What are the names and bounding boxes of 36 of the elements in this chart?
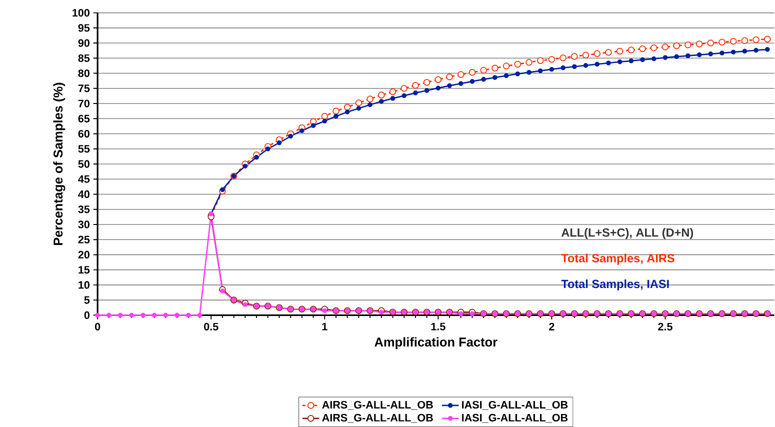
x-tick-label: 1 [322,322,328,330]
y-tick-label: 0 [84,311,90,319]
y-tick-label: 65 [78,114,90,122]
annotation: Total Samples, AIRS [561,254,674,265]
y-tick-label: 20 [78,250,90,259]
x-tick-label: 0.5 [204,322,218,330]
y-tick-label: 5 [84,296,90,304]
y-tick-label: 25 [78,236,90,244]
x-tick-label: 2.5 [658,322,672,330]
y-tick-label: 40 [78,190,90,198]
y-tick-label: 10 [78,281,90,289]
y-tick-label: 50 [78,160,90,168]
legend-label: IASI_G-ALL-ALL_OB [462,400,568,410]
y-tick-label: 75 [78,84,90,92]
x-tick-label: 1.5 [431,322,446,330]
y-tick-label: 80 [78,69,90,78]
y-tick-label: 70 [78,100,90,108]
y-tick-label: 95 [78,24,90,32]
annotation: Total Samples, IASI [561,279,669,290]
y-tick-label: 55 [78,145,90,153]
x-axis-title: Amplification Factor [374,337,498,350]
y-tick-label: 35 [78,206,90,214]
y-tick-label: 60 [78,130,90,138]
y-tick-label: 85 [78,54,90,62]
y-tick-label: 90 [78,39,90,47]
y-tick-label: 30 [78,220,90,228]
legend-label: AIRS_G-ALL-ALL_OB [322,400,433,410]
y-tick-label: 15 [78,266,90,274]
y-tick-label: 45 [78,175,90,183]
x-tick-label: 0 [95,322,100,330]
legend-label: AIRS_G-ALL-ALL_OB [322,414,433,423]
x-tick-label: 2 [549,322,554,330]
annotation: ALL(L+S+C), ALL (D+N) [561,228,694,240]
y-axis-title: Percentage of Samples (%) [53,82,66,246]
y-tick-label: 100 [72,8,90,17]
legend-label: IASI_G-ALL-ALL_OB [462,414,568,423]
